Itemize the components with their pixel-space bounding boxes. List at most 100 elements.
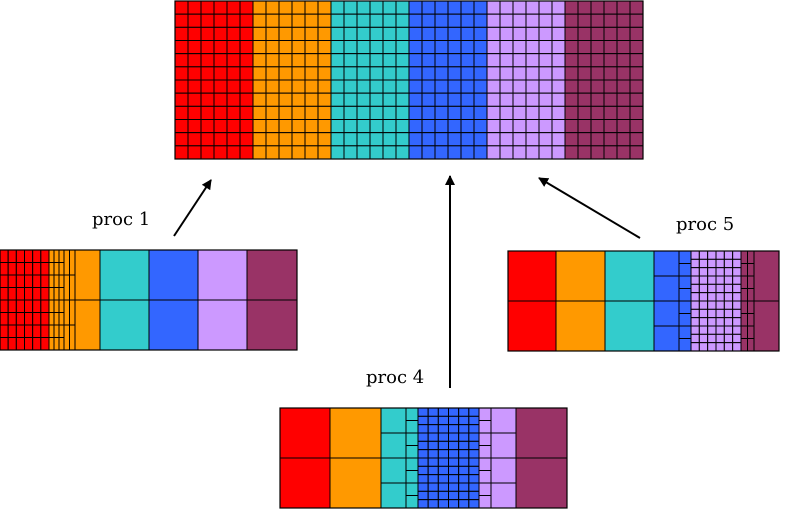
proc1-cell-red [7, 299, 17, 313]
global-cell-teal [395, 0, 410, 15]
global-cell-red [174, 40, 189, 55]
global-cell-blue [460, 40, 475, 55]
proc1-cell-red [32, 249, 42, 263]
proc1-cell-orange [53, 324, 60, 338]
global-cell-plum [577, 26, 592, 42]
global-cell-plum [577, 0, 592, 15]
global-cell-orange [252, 0, 267, 15]
global-cell-plum [577, 92, 592, 107]
global-cell-lilac [538, 92, 553, 107]
proc4-cell-blue [427, 490, 439, 501]
proc4-cell-blue [417, 449, 429, 459]
proc1-cell-orange [69, 299, 76, 326]
global-cell-plum [564, 13, 579, 28]
global-cell-plum [616, 105, 631, 121]
proc1-cell-orange [69, 249, 76, 276]
proc5-cell-lilac [723, 250, 734, 260]
proc4-cell-blue [448, 449, 460, 459]
global-cell-lilac [525, 132, 540, 147]
global-cell-plum [603, 26, 618, 42]
global-cell-orange [291, 92, 306, 107]
proc4-cell-lilac [478, 445, 492, 459]
proc4-cell-blue [458, 432, 470, 442]
global-cell-red [213, 119, 228, 134]
global-cell-red [187, 66, 202, 81]
proc4-cell-blue [458, 474, 470, 484]
global-cell-blue [447, 53, 462, 68]
global-cell-teal [395, 92, 410, 107]
global-cell-lilac [512, 79, 527, 94]
global-cell-plum [603, 92, 618, 107]
global-cell-plum [590, 40, 605, 55]
global-cell-plum [577, 13, 592, 28]
proc5-cell-lilac [715, 275, 725, 285]
global-cell-orange [291, 40, 306, 55]
global-cell-red [200, 0, 215, 15]
proc4-cell-blue [417, 424, 429, 434]
global-cell-red [187, 132, 202, 147]
global-cell-lilac [525, 53, 540, 68]
proc4-cell-blue [427, 407, 439, 417]
proc1-cell-orange [63, 324, 70, 351]
global-cell-plum [616, 26, 631, 42]
proc4-cell-blue [448, 482, 460, 492]
proc4-cell-blue [427, 474, 439, 484]
global-cell-red [239, 26, 254, 42]
proc5-cell-blue [653, 250, 680, 277]
global-cell-plum [590, 26, 605, 42]
proc1-cell-orange [53, 274, 60, 288]
global-cell-plum [603, 105, 618, 121]
proc1-cell-red [7, 262, 17, 276]
proc5-cell-lilac [715, 258, 725, 269]
global-cell-lilac [538, 53, 553, 68]
global-cell-teal [330, 145, 345, 160]
global-cell-lilac [499, 145, 514, 160]
proc1-cell-orange [53, 299, 60, 313]
global-cell-teal [330, 92, 345, 107]
global-cell-orange [265, 40, 280, 55]
proc1-cell-red [32, 337, 42, 351]
global-cell-teal [369, 0, 384, 15]
global-cell-blue [473, 40, 488, 55]
global-cell-orange [278, 53, 293, 68]
proc4-cell-blue [468, 424, 480, 434]
global-cell-blue [434, 40, 449, 55]
proc4-cell-blue [427, 482, 439, 492]
global-cell-plum [629, 53, 644, 68]
proc5-cell-plum [740, 338, 748, 352]
proc4-cell-lilac [478, 407, 492, 421]
global-cell-blue [421, 79, 436, 94]
global-cell-lilac [486, 132, 501, 147]
proc5-cell-plum [740, 300, 748, 314]
global-cell-lilac [551, 40, 566, 55]
proc4-cell-blue [468, 449, 480, 459]
global-cell-plum [616, 0, 631, 15]
proc4-cell-blue [437, 415, 450, 426]
global-cell-orange [265, 119, 280, 134]
global-cell-plum [590, 132, 605, 147]
global-cell-teal [395, 145, 410, 160]
proc5-cell-lilac [723, 342, 734, 352]
global-cell-plum [590, 0, 605, 15]
global-cell-orange [291, 119, 306, 134]
global-cell-plum [564, 145, 579, 160]
global-cell-orange [317, 13, 332, 28]
proc5-cell-teal [604, 250, 655, 302]
global-cell-teal [369, 105, 384, 121]
global-cell-red [200, 132, 215, 147]
proc5-cell-plum [740, 313, 748, 327]
global-cell-orange [252, 26, 267, 42]
proc5-cell-lilac [732, 325, 742, 335]
global-cell-plum [564, 66, 579, 81]
proc4-cell-blue [468, 457, 480, 467]
proc4-cell-teal [405, 495, 419, 509]
global-cell-blue [434, 105, 449, 121]
global-cell-blue [408, 145, 423, 160]
proc1-cell-red [0, 287, 9, 301]
proc1-cell-red [24, 312, 34, 326]
proc5-cell-lilac [723, 283, 734, 294]
proc1-arrow [173, 179, 212, 237]
proc4-cell-blue [427, 465, 439, 476]
global-cell-lilac [538, 13, 553, 28]
global-cell-teal [343, 40, 358, 55]
